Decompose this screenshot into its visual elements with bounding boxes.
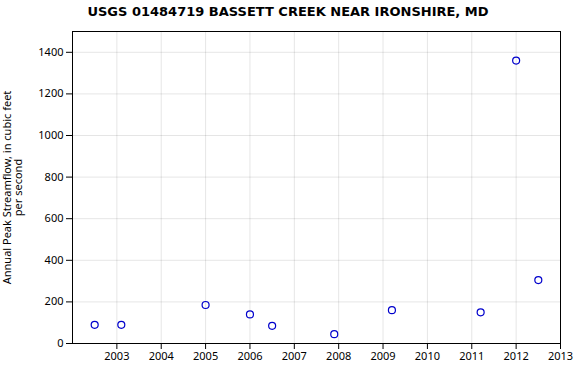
svg-text:1200: 1200 [38,85,63,100]
svg-text:2003: 2003 [104,348,129,363]
svg-text:1400: 1400 [38,44,63,59]
svg-text:2010: 2010 [415,348,440,363]
svg-text:200: 200 [45,293,64,308]
svg-text:600: 600 [45,210,64,225]
svg-text:Annual Peak Streamflow, in cub: Annual Peak Streamflow, in cubic feetper… [0,91,25,285]
svg-text:800: 800 [45,169,64,184]
svg-text:2008: 2008 [326,348,351,363]
svg-text:2004: 2004 [149,348,175,363]
svg-text:2007: 2007 [282,348,307,363]
svg-text:2006: 2006 [237,348,262,363]
svg-text:0: 0 [57,335,63,350]
svg-text:2013: 2013 [548,348,573,363]
svg-text:1000: 1000 [38,127,63,142]
svg-text:2009: 2009 [370,348,395,363]
html-text:USGS 01484719 BASSETT CREEK NE: USGS 01484719 BASSETT CREEK NEAR IRONSHI… [87,4,489,19]
svg-text:400: 400 [45,252,64,267]
svg-text:2005: 2005 [193,348,218,363]
svg-text:2011: 2011 [459,348,484,363]
svg-text:2012: 2012 [504,348,529,363]
